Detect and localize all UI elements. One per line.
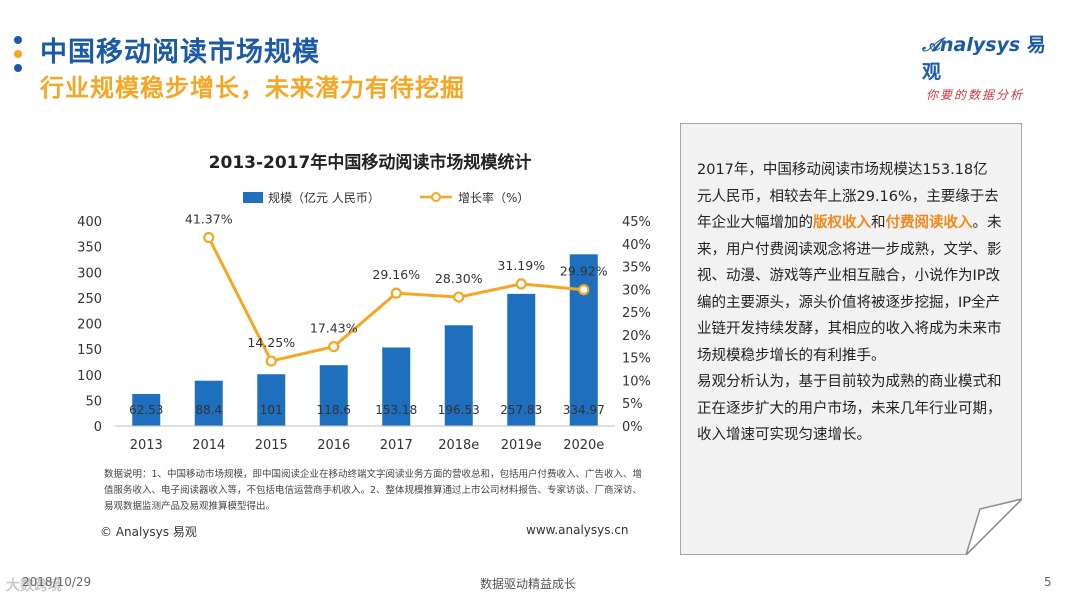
y-left-tick-label: 300	[77, 266, 102, 281]
website-link[interactable]: www.analysys.cn	[526, 523, 629, 537]
growth-value-label: 41.37%	[185, 212, 233, 227]
growth-value-label: 29.16%	[372, 267, 420, 282]
text-segment: 和	[871, 215, 886, 231]
bar-value-label: 196.53	[438, 403, 480, 417]
growth-value-label: 28.30%	[435, 271, 483, 286]
highlight-copyright-revenue: 版权收入	[813, 215, 871, 231]
legend-line-marker	[431, 192, 441, 202]
growth-point-2014	[203, 231, 215, 244]
page-subtitle: 行业规模稳步增长，未来潜力有待挖掘	[40, 74, 465, 102]
bar-value-label: 153.18	[375, 403, 417, 417]
y-right-tick-label: 45%	[622, 215, 651, 230]
text-segment: 2017年，中国移动阅读市场规模达153.18亿元人民币，相较去年上涨29.16…	[697, 162, 999, 231]
x-tick-label: 2013	[130, 438, 163, 453]
title-dot	[14, 50, 22, 58]
logo-brand-en: nalysys	[939, 34, 1021, 56]
bar-2019e	[507, 293, 536, 426]
side-note-text: 2017年，中国移动阅读市场规模达153.18亿元人民币，相较去年上涨29.16…	[697, 157, 1002, 449]
x-tick-label: 2017	[380, 438, 413, 453]
y-right-tick-label: 25%	[622, 306, 651, 321]
bar-2013	[132, 393, 161, 426]
bar-2017	[382, 347, 411, 426]
x-tick-label: 2014	[192, 438, 225, 453]
growth-point-2019e	[515, 278, 527, 290]
bar-value-label: 62.53	[129, 403, 163, 417]
x-axis: 2013 2014 2015 2016 2017 2018e 2019e 2020e	[115, 425, 615, 453]
y-right-tick-label: 30%	[622, 283, 651, 298]
y-right-tick-label: 5%	[622, 397, 643, 412]
bar-series: 62.53 88.4 101 118.6 153.18 196.53 257.83 334.9…	[129, 254, 605, 426]
y-right-tick-label: 10%	[622, 374, 651, 389]
logo-brand-cn: 易观	[922, 34, 1046, 83]
legend-bar-swatch	[243, 192, 263, 203]
footer-slogan: 数据驱动精益成长	[480, 577, 577, 591]
copyright: © Analysys 易观	[100, 525, 197, 539]
chart-note: 数据说明：1、中国移动市场规模，即中国阅读企业在移动终端文字阅读业务方面的营收总…	[104, 469, 643, 512]
side-note-card	[680, 123, 1022, 555]
y-left-tick-label: 0	[94, 420, 102, 435]
y-right-tick-label: 20%	[622, 329, 651, 344]
bar-2014	[194, 380, 223, 426]
analysys-logo: 𝒜nalysys 易观 你要的数据分析	[922, 30, 1062, 103]
bar-2015	[257, 374, 286, 426]
growth-value-label: 14.25%	[247, 335, 295, 350]
y-left-tick-label: 150	[77, 343, 102, 358]
bar-value-label: 101	[260, 403, 283, 417]
growth-point-2020e	[578, 284, 590, 296]
text-segment: 。未来，用户付费阅读观念将进一步成熟，文学、影视、动漫、游戏等产业相互融合，小说…	[697, 215, 1002, 364]
y-left-tick-label: 400	[77, 215, 102, 230]
y-left-tick-label: 50	[85, 394, 102, 409]
bar-2020e	[569, 254, 598, 426]
x-tick-label: 2015	[255, 438, 288, 453]
y-right-tick-label: 35%	[622, 261, 651, 276]
bar-value-label: 118.6	[317, 403, 351, 417]
growth-value-label: 31.19%	[497, 258, 545, 273]
y-axis-right: 0% 5% 10% 15% 20% 25% 30% 35% 40% 45%	[622, 215, 651, 435]
growth-value-label: 29.92%	[560, 264, 608, 279]
y-left-tick-label: 250	[77, 292, 102, 307]
legend-line-label: 增长率（%）	[458, 190, 529, 205]
bar-value-label: 334.97	[563, 403, 605, 417]
y-left-tick-label: 100	[77, 369, 102, 384]
bar-2016	[319, 365, 348, 426]
chart-title: 2013-2017年中国移动阅读市场规模统计	[208, 153, 532, 173]
logo-a-icon: 𝒜	[922, 34, 940, 56]
bar-2018e	[444, 325, 473, 426]
highlight-paid-reading-revenue: 付费阅读收入	[885, 215, 973, 231]
growth-point-2015	[265, 355, 277, 367]
page-number: 5	[1044, 575, 1052, 589]
title-dot	[14, 36, 22, 44]
y-left-tick-label: 200	[77, 318, 102, 333]
y-right-tick-label: 15%	[622, 352, 651, 367]
page-title: 中国移动阅读市场规模	[40, 37, 320, 68]
growth-value-label: 17.43%	[310, 321, 358, 336]
y-right-tick-label: 0%	[622, 420, 643, 435]
x-tick-label: 2020e	[563, 438, 604, 453]
chart-legend: 规模（亿元 人民币） 增长率（%）	[243, 190, 529, 205]
x-tick-label: 2016	[317, 438, 350, 453]
side-note-paragraph-1: 2017年，中国移动阅读市场规模达153.18亿元人民币，相较去年上涨29.16…	[697, 157, 1002, 369]
y-left-tick-label: 350	[77, 241, 102, 256]
x-tick-label: 2018e	[438, 438, 479, 453]
watermark: 大数跨境	[6, 578, 62, 594]
growth-point-2018e	[453, 291, 465, 303]
x-tick-label: 2019e	[501, 438, 542, 453]
y-axis-left: 0 50 100 150 200 250 300 350 400	[77, 215, 102, 435]
side-note-paragraph-2: 易观分析认为，基于目前较为成熟的商业模式和正在逐步扩大的用户市场，未来几年行业可…	[697, 374, 1002, 443]
title-dot	[14, 64, 22, 72]
logo-slogan: 你要的数据分析	[926, 88, 1025, 102]
bar-value-label: 257.83	[500, 403, 542, 417]
growth-line-series: 41.37% 14.25% 17.43% 29.16% 28.30% 31.19% 29.9…	[185, 212, 608, 367]
legend-bar-label: 规模（亿元 人民币）	[268, 190, 380, 205]
growth-point-2017	[390, 287, 402, 299]
growth-point-2016	[328, 340, 340, 353]
bar-value-label: 88.4	[195, 403, 222, 417]
y-right-tick-label: 40%	[622, 238, 651, 253]
title-dots	[14, 36, 24, 78]
footer-date: 2018/10/29	[22, 575, 92, 589]
